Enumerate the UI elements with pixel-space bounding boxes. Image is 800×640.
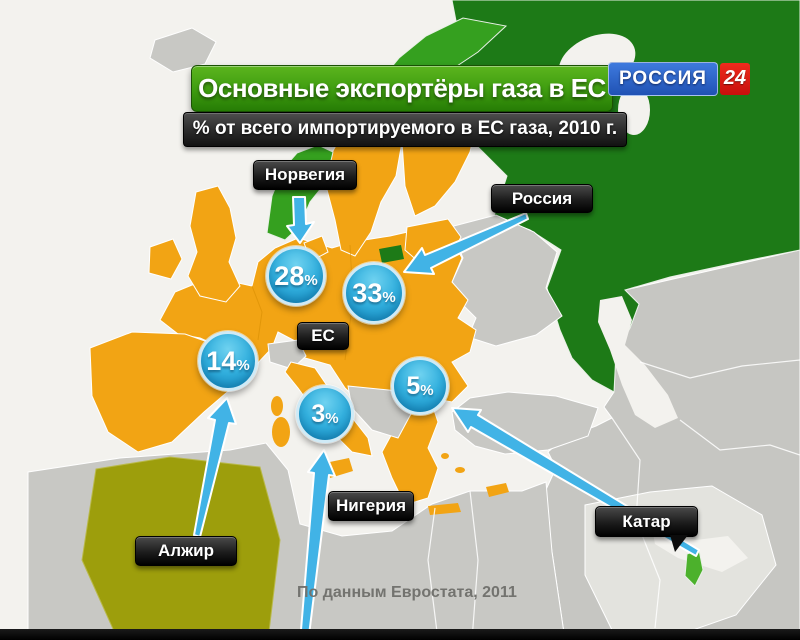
country-switzerland xyxy=(267,339,307,370)
page-subtitle: % от всего импортируемого в ЕС газа, 201… xyxy=(183,112,627,147)
bubble-qatar-share: 5% xyxy=(391,357,449,415)
island-corsica xyxy=(271,396,283,416)
border-line xyxy=(469,490,479,640)
bubble-value: 33 xyxy=(352,277,383,308)
arrow-norway xyxy=(286,196,315,244)
arrow-algeria xyxy=(193,397,237,538)
label-nigeria: Нигерия xyxy=(328,491,414,521)
border-line xyxy=(679,419,800,456)
greek-islands xyxy=(455,467,465,473)
bubble-norway-share: 28% xyxy=(266,246,326,306)
island-cyprus xyxy=(486,483,509,497)
country-uk xyxy=(187,185,241,303)
channel-logo-number: 24 xyxy=(719,63,750,95)
bottom-letterbox-bar xyxy=(0,629,800,640)
channel-logo-name: РОССИЯ xyxy=(608,62,718,96)
channel-logo: РОССИЯ 24 xyxy=(608,62,750,96)
border-line xyxy=(639,359,800,379)
label-qatar: Катар xyxy=(595,506,698,552)
greek-islands xyxy=(406,486,418,492)
label-norway: Норвегия xyxy=(253,160,357,190)
source-note: По данным Евростата, 2011 xyxy=(297,584,517,601)
bubble-value: 3 xyxy=(311,399,326,428)
label-qatar-text: Катар xyxy=(622,512,671,531)
label-algeria: Алжир xyxy=(135,536,237,566)
bubble-russia-share: 33% xyxy=(343,262,405,324)
percent-sign: % xyxy=(236,357,250,374)
island-crete xyxy=(428,503,461,515)
border-line xyxy=(427,507,439,640)
island-sardinia xyxy=(272,417,290,447)
percent-sign: % xyxy=(325,410,339,427)
label-eu: ЕС xyxy=(297,322,349,350)
bubble-algeria-share: 14% xyxy=(198,331,258,391)
country-ireland xyxy=(148,238,183,280)
arrow-russia xyxy=(403,212,529,275)
bubble-value: 14 xyxy=(206,345,237,376)
country-kaliningrad xyxy=(379,245,404,263)
greek-islands xyxy=(441,453,449,459)
bubble-value: 28 xyxy=(274,260,305,291)
country-iceland xyxy=(149,27,217,73)
bubble-value: 5 xyxy=(406,371,421,400)
arrow-nigeria xyxy=(299,449,336,640)
label-russia: Россия xyxy=(491,184,593,213)
percent-sign: % xyxy=(420,382,434,399)
label-qatar-pointer xyxy=(670,535,688,552)
border-line xyxy=(251,285,263,341)
percent-sign: % xyxy=(382,289,396,306)
page-title: Основные экспортёры газа в ЕС xyxy=(191,65,613,112)
percent-sign: % xyxy=(304,272,318,289)
bubble-nigeria-share: 3% xyxy=(296,385,354,443)
caspian-sea xyxy=(598,296,678,428)
country-turkey xyxy=(451,391,599,455)
